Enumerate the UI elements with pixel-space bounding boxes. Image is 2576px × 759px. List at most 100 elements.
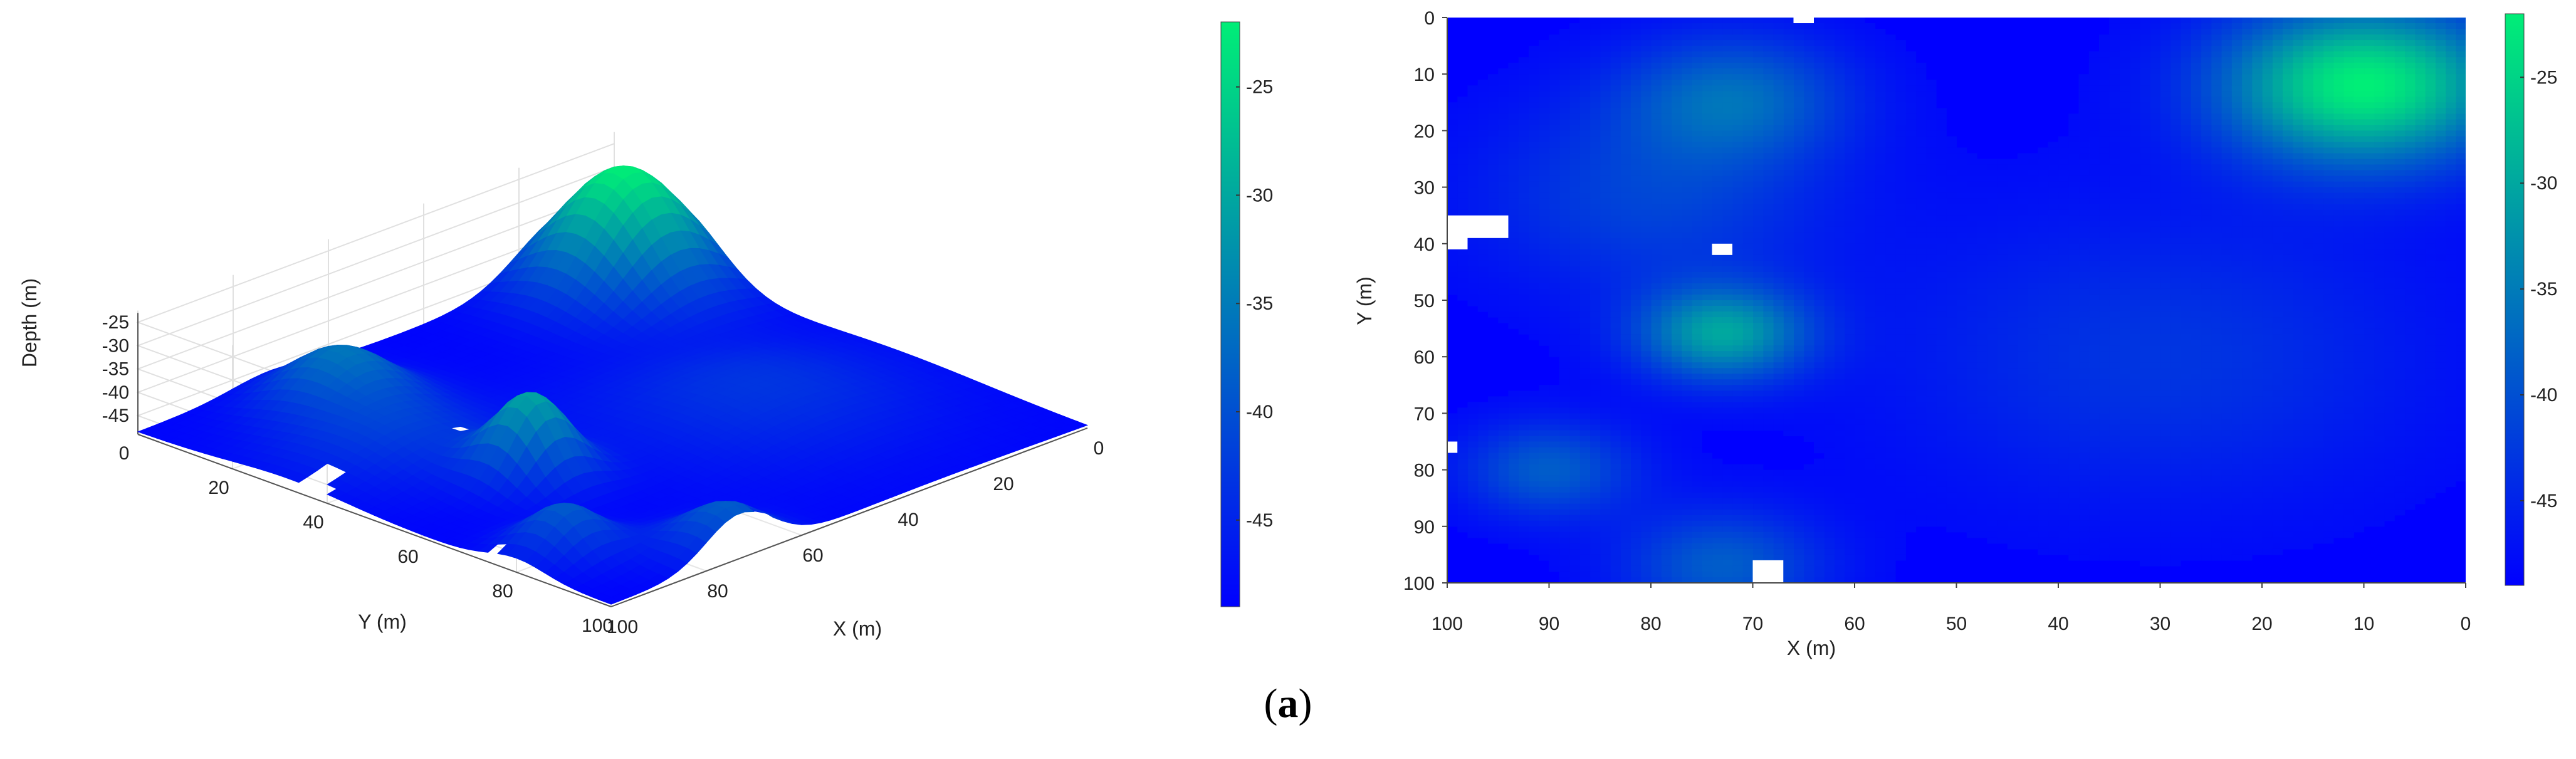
heatmap-cell xyxy=(2241,147,2253,154)
heatmap-cell xyxy=(2353,85,2365,92)
heatmap-cell xyxy=(2323,181,2334,188)
heatmap-cell xyxy=(2241,481,2253,488)
heatmap-cell xyxy=(2211,204,2222,211)
heatmap-cell xyxy=(2404,260,2416,267)
heatmap-cell xyxy=(2191,68,2202,75)
heatmap-cell xyxy=(2394,46,2406,52)
heatmap-cell xyxy=(2231,226,2243,233)
heatmap-cell xyxy=(2323,407,2334,414)
heatmap-cell xyxy=(2414,436,2426,442)
heatmap-cell xyxy=(2211,80,2222,86)
heatmap-cell xyxy=(2425,34,2436,41)
heatmap-cell xyxy=(2404,125,2416,131)
heatmap-cell xyxy=(2241,368,2253,374)
heatmap-cell xyxy=(2455,119,2466,125)
heatmap-cell xyxy=(2343,430,2354,437)
heatmap-cell xyxy=(2333,334,2344,340)
heatmap-cell xyxy=(2374,204,2385,211)
heatmap-cell xyxy=(2435,357,2446,363)
heatmap-cell xyxy=(2221,486,2232,493)
heatmap-cell xyxy=(2414,413,2426,420)
heatmap-cell xyxy=(2211,548,2222,555)
heatmap-cell xyxy=(2374,108,2385,114)
heatmap-cell xyxy=(2425,475,2436,482)
heatmap-cell xyxy=(2414,486,2426,493)
heatmap-cell xyxy=(2251,357,2263,363)
heatmap-cell xyxy=(2211,85,2222,92)
heatmap-cell xyxy=(2374,147,2385,154)
heatmap-cell xyxy=(2343,413,2354,420)
heatmap-cell xyxy=(2231,23,2243,29)
heatmap-cell xyxy=(2313,317,2324,323)
heatmap-cell xyxy=(2323,486,2334,493)
heatmap-cell xyxy=(2374,374,2385,380)
heatmap-cell xyxy=(2292,294,2303,301)
heatmap-cell xyxy=(2221,503,2232,510)
heatmap-cell xyxy=(2414,232,2426,239)
heatmap-cell xyxy=(2211,509,2222,516)
heatmap-cell xyxy=(2394,503,2406,510)
heatmap-cell xyxy=(2353,29,2365,35)
heatmap-cell xyxy=(2384,453,2395,459)
heatmap-cell xyxy=(2201,232,2212,239)
heatmap-cell xyxy=(2353,300,2365,306)
heatmap-cell xyxy=(2241,18,2253,24)
heatmap-cell xyxy=(2241,68,2253,75)
heatmap-cell xyxy=(2191,40,2202,46)
heatmap-cell xyxy=(2425,469,2436,476)
heatmap-cell xyxy=(2353,271,2365,278)
heatmap-cell xyxy=(2394,238,2406,244)
heatmap-cell xyxy=(2414,498,2426,505)
heatmap-cell xyxy=(2241,63,2253,69)
heatmap-cell xyxy=(2384,345,2395,352)
heatmap-cell xyxy=(2262,357,2273,363)
heatmap-cell xyxy=(2374,334,2385,340)
heatmap-cell xyxy=(2414,266,2426,273)
heatmap-cell xyxy=(2425,226,2436,233)
heatmap-cell xyxy=(2231,554,2243,561)
heatmap-cell xyxy=(2323,97,2334,103)
heatmap-cell xyxy=(2201,153,2212,160)
heatmap-cell xyxy=(2364,164,2375,171)
heatmap-cell xyxy=(2292,243,2303,250)
heatmap-cell xyxy=(2333,68,2344,75)
heatmap-cell xyxy=(2303,379,2313,385)
heatmap-cell xyxy=(2251,170,2263,177)
heatmap-cell xyxy=(2333,357,2344,363)
heatmap-cell xyxy=(2251,51,2263,58)
heatmap-cell xyxy=(2374,68,2385,75)
heatmap-cell xyxy=(2323,91,2334,97)
heatmap-cell xyxy=(2292,385,2303,391)
heatmap-cell xyxy=(2404,238,2416,244)
heatmap-cell xyxy=(2435,51,2446,58)
heatmap-cell xyxy=(2191,238,2202,244)
heatmap-cell xyxy=(2221,351,2232,357)
heatmap-cell xyxy=(2364,515,2375,521)
heatmap-cell xyxy=(2445,102,2456,108)
heatmap-cell xyxy=(2384,221,2395,228)
heatmap-cell xyxy=(2455,396,2466,402)
heatmap-cell xyxy=(2455,243,2466,250)
heatmap-cell xyxy=(2425,436,2436,442)
heatmap-cell xyxy=(2404,379,2416,385)
surface-x-tick-label: 0 xyxy=(1094,438,1104,459)
heatmap-cell xyxy=(2425,379,2436,385)
heatmap-cell xyxy=(2211,40,2222,46)
surface-mesh xyxy=(137,165,1089,605)
heatmap-cell xyxy=(2445,475,2456,482)
heatmap-cell xyxy=(2445,209,2456,216)
heatmap-cell xyxy=(2262,243,2273,250)
heatmap-cell xyxy=(2374,136,2385,143)
heatmap-cell xyxy=(2231,548,2243,555)
heatmap-cell xyxy=(2353,91,2365,97)
heatmap-cell xyxy=(2435,243,2446,250)
heatmap-cell xyxy=(2221,520,2232,527)
heatmap-cell xyxy=(2211,537,2222,544)
heatmap-cell xyxy=(2394,509,2406,516)
heatmap-cell xyxy=(2262,486,2273,493)
heatmap-cell xyxy=(2323,481,2334,488)
heatmap-cell xyxy=(2303,306,2313,312)
heatmap-cell xyxy=(2272,492,2283,499)
heatmap-cell xyxy=(2221,63,2232,69)
